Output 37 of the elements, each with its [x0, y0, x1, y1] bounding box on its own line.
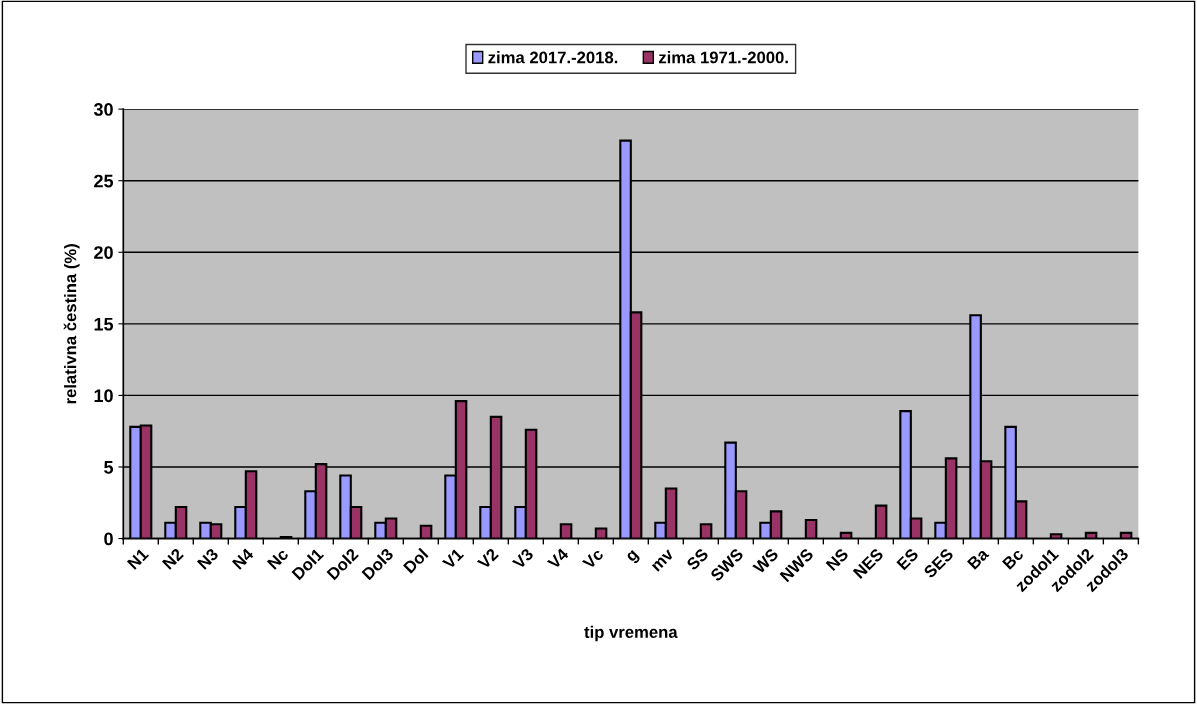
x-tick-label: ES	[896, 547, 920, 571]
x-tick-label: V3	[511, 547, 535, 570]
bar	[559, 523, 573, 539]
bar	[804, 518, 818, 539]
legend-label: zima 2017.-2018.	[488, 51, 618, 64]
y-tick-label: 0	[104, 532, 113, 546]
y-tick-label: 15	[94, 317, 114, 331]
x-tick-label: V1	[441, 547, 465, 570]
x-tick-label: Vc	[581, 547, 605, 570]
x-tick-label: Nc	[266, 547, 290, 570]
x-tick-label: N2	[161, 547, 184, 570]
legend-label: zima 1971.-2000.	[658, 51, 788, 64]
bar	[594, 527, 608, 539]
x-tick-label: NS	[825, 547, 850, 572]
x-tick-label: g	[626, 549, 642, 565]
x-tick-label: V4	[546, 547, 570, 570]
x-tick-label: Ba	[966, 547, 990, 570]
x-tick-label: N1	[126, 547, 149, 570]
x-tick-label: V2	[476, 547, 499, 570]
x-tick-label: N3	[196, 547, 220, 570]
y-tick-label: 25	[94, 174, 114, 188]
x-tick-label: Dol	[402, 547, 429, 574]
y-tick-label: 10	[94, 389, 113, 403]
y-tick-label: 5	[104, 461, 114, 474]
x-axis-title: tip vremena	[584, 625, 678, 642]
y-tick-label: 30	[93, 103, 113, 116]
x-tick-label: N4	[231, 547, 255, 570]
bar	[699, 523, 713, 539]
bar	[874, 504, 888, 539]
x-tick-label: mv	[651, 549, 675, 572]
y-tick-label: 20	[94, 246, 113, 259]
y-axis-title: relativna čestina (%)	[63, 244, 80, 404]
bar	[1049, 533, 1063, 539]
x-tick-label: SS	[685, 547, 710, 571]
x-tick-label: SES	[922, 547, 955, 579]
bar	[419, 524, 433, 539]
x-tick-label: WS	[752, 547, 780, 575]
